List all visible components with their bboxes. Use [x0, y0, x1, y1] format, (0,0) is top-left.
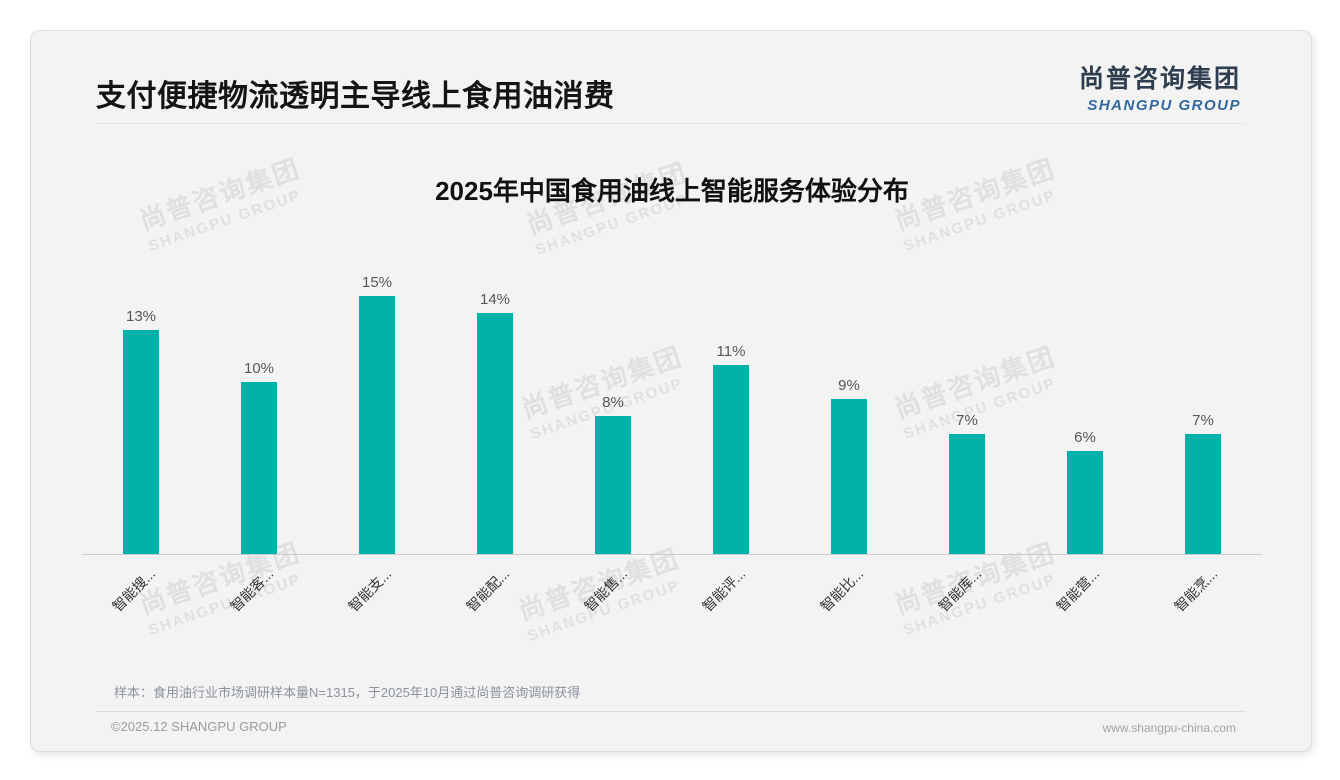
- bar-value-label: 11%: [716, 342, 746, 360]
- bar-slot: 7%: [1144, 412, 1262, 554]
- bar-slot: 9%: [790, 377, 908, 554]
- logo-en-text: SHANGPU GROUP: [1087, 97, 1241, 114]
- bar-value-label: 9%: [838, 377, 860, 395]
- x-axis-label: 智能烹...: [1171, 565, 1221, 615]
- x-axis-labels: 智能搜... 智能客... 智能支... 智能配... 智能售... 智能评... 智能比.…: [31, 564, 1311, 679]
- bar: [595, 416, 631, 554]
- bar-slot: 10%: [200, 360, 318, 554]
- title-divider: [96, 123, 1246, 124]
- bar: [1185, 433, 1221, 554]
- bar-slot: 6%: [1026, 429, 1144, 554]
- page-title: 支付便捷物流透明主导线上食用油消费: [96, 80, 615, 113]
- bar-value-label: 8%: [602, 394, 624, 412]
- bar: [713, 364, 749, 554]
- bar-slot: 14%: [436, 291, 554, 554]
- x-axis-label: 智能售...: [581, 565, 631, 615]
- x-axis-label: 智能比...: [817, 565, 867, 615]
- x-axis-line: [82, 554, 1262, 555]
- x-axis-label: 智能支...: [345, 565, 395, 615]
- bar-slot: 15%: [318, 274, 436, 554]
- footer-copyright: ©2025.12 SHANGPU GROUP: [111, 719, 287, 734]
- bar: [831, 399, 867, 554]
- footer-divider: [96, 711, 1246, 712]
- bar-slot: 13%: [82, 308, 200, 554]
- bar-value-label: 14%: [479, 291, 511, 309]
- bar-slot: 8%: [554, 394, 672, 554]
- x-axis-label: 智能评...: [699, 565, 749, 615]
- sample-note: 样本：食用油行业市场调研样本量N=1315，于2025年10月通过尚普咨询调研获…: [114, 685, 581, 700]
- x-axis-label: 智能营...: [1053, 565, 1103, 615]
- footer-website: www.shangpu-china.com: [1102, 721, 1236, 735]
- logo-cn-text: 尚普咨询集团: [1078, 65, 1241, 93]
- bar: [359, 296, 395, 554]
- bar-value-label: 6%: [1074, 428, 1096, 446]
- bar: [123, 330, 159, 554]
- bar: [949, 433, 985, 554]
- company-logo: 尚普咨询集团 SHANGPU GROUP: [1079, 59, 1241, 114]
- bar-value-label: 7%: [956, 411, 978, 429]
- x-axis-label: 智能搜...: [109, 565, 159, 615]
- x-axis-label: 智能库...: [935, 565, 985, 615]
- x-axis-label: 智能配...: [463, 565, 513, 615]
- bar-value-label: 13%: [125, 308, 157, 326]
- slide-card: 尚普咨询集团 SHANGPU GROUP 尚普咨询集团 SHANGPU GROUP 尚普…: [30, 30, 1312, 752]
- bar: [477, 313, 513, 554]
- bar: [241, 382, 277, 554]
- bar-plot: 13% 10% 15% 14% 8% 11% 9% 7% 6% 7%: [82, 254, 1262, 554]
- bar-value-label: 10%: [243, 360, 275, 377]
- bar-slot: 11%: [672, 343, 790, 554]
- bar-value-label: 15%: [361, 274, 393, 291]
- chart-title: 2025年中国食用油线上智能服务体验分布: [435, 176, 909, 206]
- x-axis-label: 智能客...: [227, 565, 277, 615]
- bar-value-label: 7%: [1192, 411, 1214, 429]
- bar: [1067, 450, 1103, 554]
- bar-slot: 7%: [908, 412, 1026, 554]
